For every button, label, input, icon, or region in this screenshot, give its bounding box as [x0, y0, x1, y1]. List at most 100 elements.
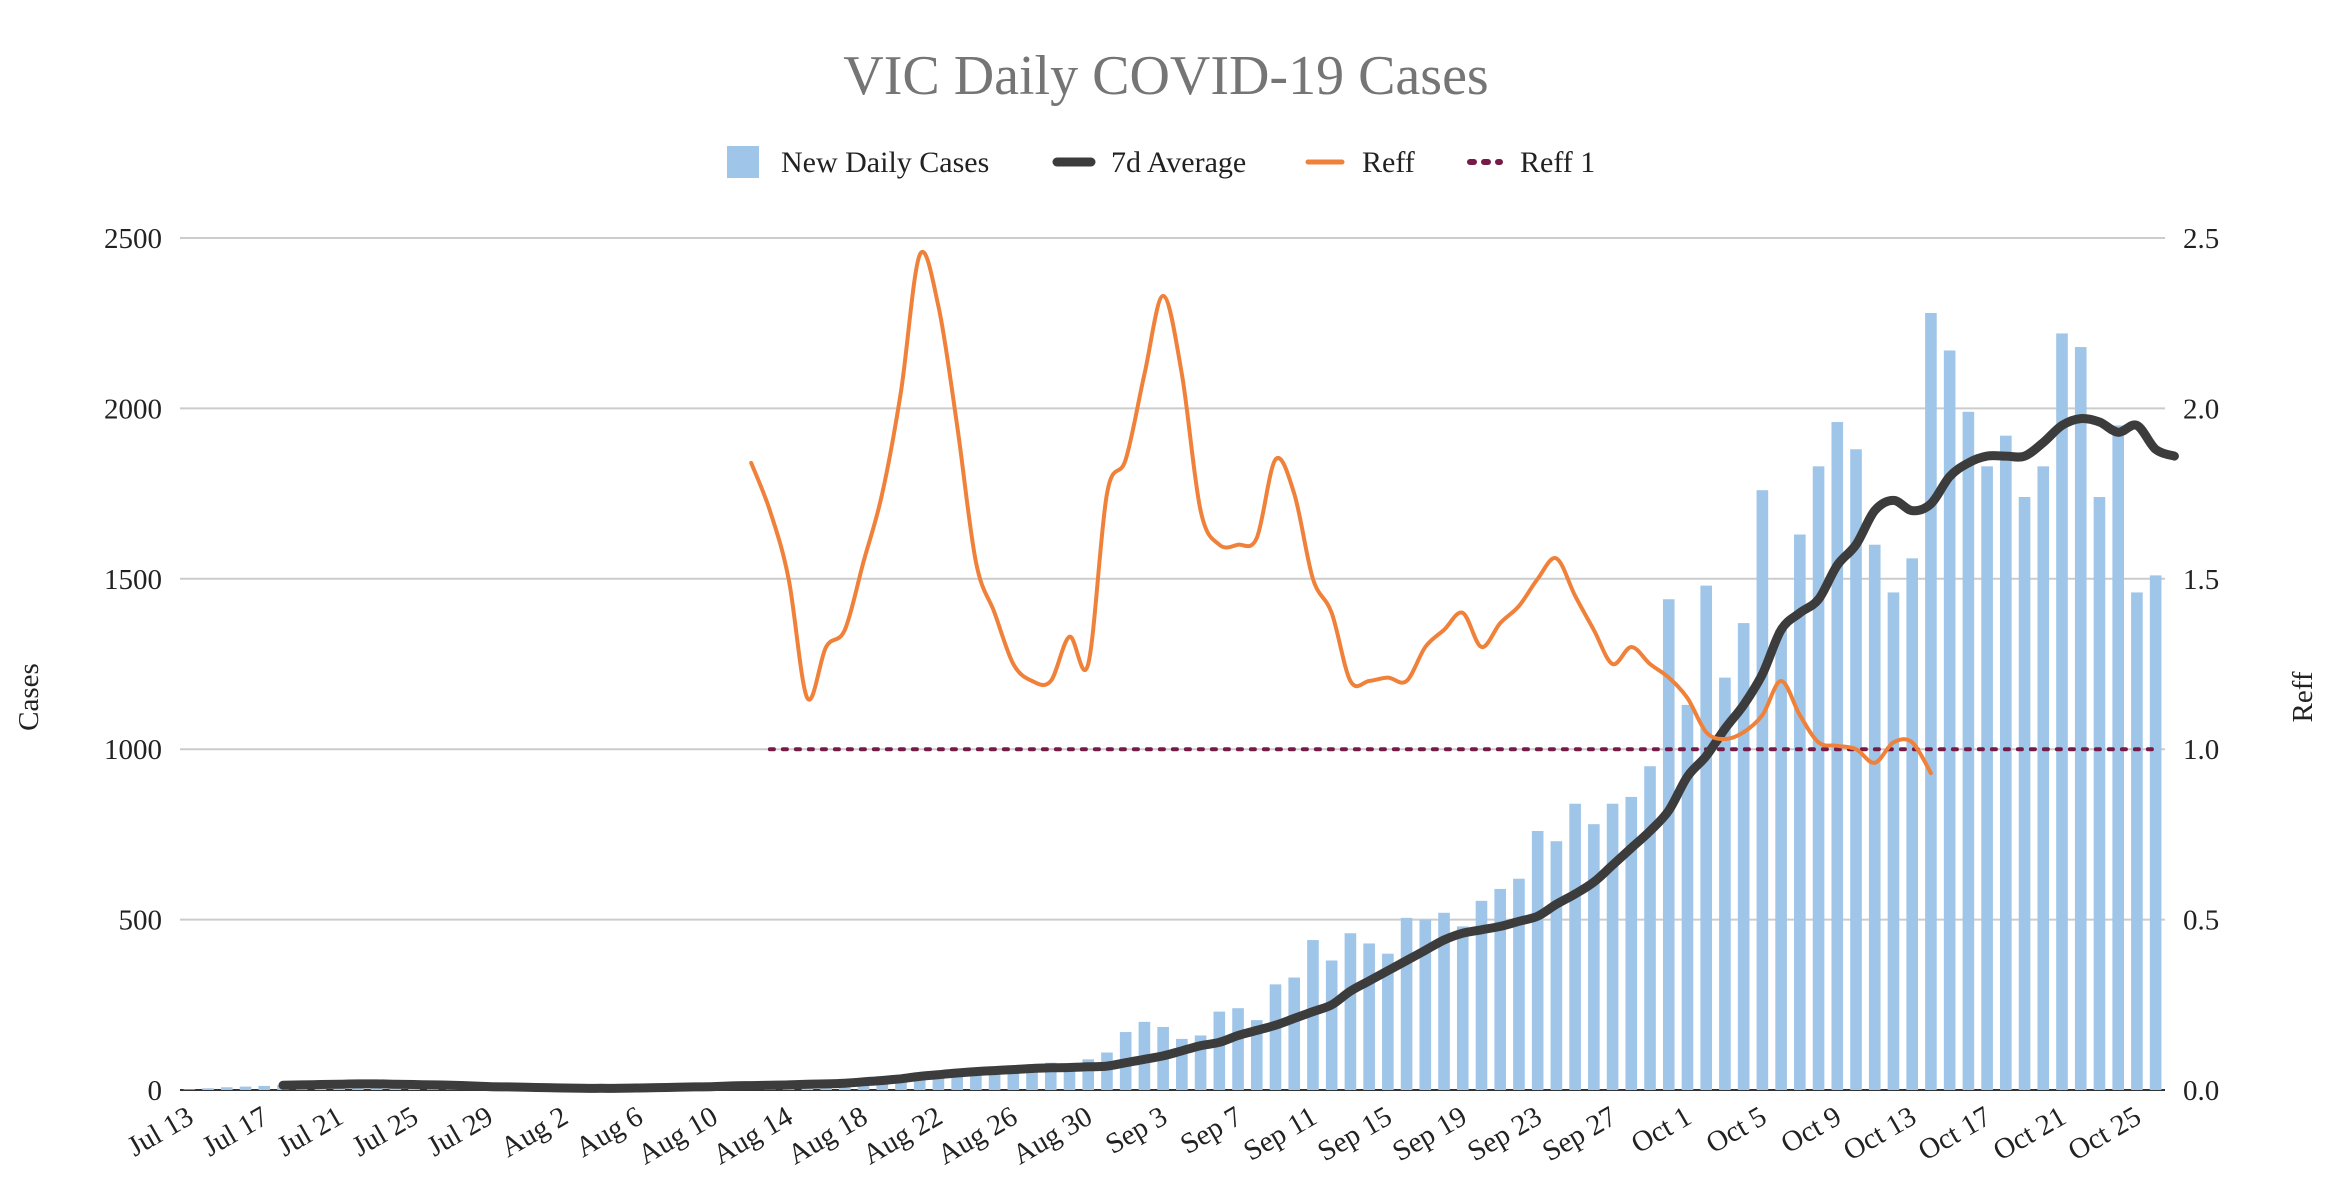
x-tick-label: Aug 18	[782, 1100, 873, 1171]
x-tick-label: Sep 23	[1462, 1100, 1547, 1168]
bar	[1213, 1011, 1226, 1090]
bar	[1513, 878, 1525, 1090]
legend-label: 7d Average	[1111, 146, 1246, 179]
y-left-tick-label: 2000	[104, 393, 162, 425]
bar	[1681, 704, 1694, 1090]
bars-new-daily-cases	[183, 312, 2162, 1091]
x-tick-label: Aug 30	[1007, 1100, 1098, 1171]
bar	[1775, 629, 1787, 1090]
bar	[1344, 933, 1357, 1090]
y-axis-right: 0.0 0.5 1.0 1.5 2.0 2.5	[2183, 223, 2219, 1107]
x-tick-label: Aug 26	[932, 1100, 1023, 1171]
bar	[1176, 1038, 1188, 1090]
x-tick-label: Oct 9	[1776, 1100, 1847, 1160]
bar	[1494, 888, 1507, 1090]
bar	[1363, 943, 1375, 1090]
bar	[1868, 544, 1881, 1090]
x-tick-label: Oct 25	[2063, 1100, 2147, 1167]
bar	[1194, 1035, 1207, 1090]
bar	[1812, 466, 1825, 1090]
bar	[932, 1072, 945, 1090]
x-tick-label: Oct 21	[1988, 1100, 2072, 1167]
gridlines	[180, 237, 2165, 1091]
chart-title: VIC Daily COVID-19 Cases	[843, 45, 1488, 107]
legend-swatch-new-daily-cases	[727, 146, 759, 178]
y-right-tick-label: 0.0	[2183, 1075, 2219, 1107]
x-tick-label: Jul 29	[422, 1100, 499, 1163]
bar	[2074, 347, 2087, 1090]
bar	[1644, 766, 1656, 1090]
bar	[2000, 435, 2012, 1090]
x-tick-label: Jul 13	[122, 1100, 199, 1163]
bar	[2018, 497, 2031, 1090]
lines-group	[278, 250, 2179, 1093]
y-axis-left: 0 500 1000 1500 2000 2500	[104, 223, 162, 1107]
y-right-tick-label: 0.5	[2183, 905, 2219, 937]
bar	[239, 1086, 252, 1090]
bar	[1588, 824, 1600, 1090]
bar	[1531, 830, 1544, 1090]
bar	[1007, 1066, 1020, 1090]
line-7d-average	[278, 414, 2179, 1093]
bar	[1101, 1052, 1113, 1090]
x-tick-label: Sep 7	[1175, 1100, 1248, 1160]
bar	[183, 1089, 196, 1090]
bar	[1419, 919, 1432, 1090]
y-axis-right-title: Reff	[2287, 671, 2319, 722]
bar	[1719, 677, 1731, 1090]
y-right-tick-label: 1.0	[2183, 734, 2219, 766]
bar	[1662, 599, 1675, 1090]
bar	[2056, 333, 2068, 1090]
y-left-tick-label: 2500	[104, 223, 162, 255]
x-tick-label: Oct 1	[1626, 1100, 1697, 1160]
bar	[2093, 497, 2106, 1090]
bar	[1925, 312, 1937, 1090]
bar	[1831, 422, 1844, 1091]
bar	[1943, 350, 1956, 1090]
x-tick-label: Sep 27	[1537, 1100, 1622, 1168]
x-tick-label: Sep 15	[1312, 1100, 1397, 1168]
bar	[1625, 796, 1638, 1090]
y-right-tick-label: 2.5	[2183, 223, 2219, 255]
y-axis-left-title: Cases	[13, 663, 45, 731]
bar	[1063, 1066, 1076, 1090]
bar	[1400, 917, 1413, 1090]
bar	[1026, 1064, 1038, 1090]
x-tick-label: Sep 19	[1387, 1100, 1472, 1168]
bar	[258, 1085, 271, 1090]
bar	[1438, 912, 1450, 1090]
x-tick-label: Aug 14	[707, 1100, 798, 1171]
x-tick-label: Aug 2	[495, 1100, 573, 1164]
legend: New Daily Cases 7d Average Reff Reff 1	[727, 146, 1595, 179]
x-tick-label: Oct 13	[1838, 1100, 1922, 1167]
bar	[2037, 466, 2050, 1090]
bar	[1700, 585, 1713, 1090]
bar	[2149, 575, 2162, 1090]
x-tick-label: Jul 25	[347, 1100, 424, 1163]
bar	[1887, 592, 1900, 1090]
bar	[988, 1067, 1001, 1090]
bar	[1569, 803, 1581, 1090]
bar	[951, 1071, 963, 1090]
y-left-tick-label: 1500	[104, 564, 162, 596]
y-right-tick-label: 1.5	[2183, 564, 2219, 596]
bar	[1232, 1008, 1244, 1090]
bar	[1382, 953, 1394, 1090]
bar	[1794, 534, 1806, 1090]
x-tick-label: Jul 21	[272, 1100, 349, 1163]
bar	[1288, 977, 1301, 1090]
x-tick-label: Sep 3	[1100, 1100, 1173, 1160]
x-tick-label: Aug 10	[633, 1100, 724, 1171]
bar	[1550, 841, 1563, 1090]
bar	[1082, 1059, 1095, 1090]
bar	[1475, 900, 1488, 1090]
y-right-tick-label: 2.0	[2183, 393, 2219, 425]
line-reff	[749, 250, 1933, 776]
legend-label: Reff	[1362, 146, 1415, 179]
bar	[1981, 466, 1993, 1090]
x-tick-label: Oct 5	[1701, 1100, 1772, 1160]
bar	[1906, 558, 1918, 1090]
bar	[1456, 926, 1469, 1090]
x-tick-label: Sep 11	[1238, 1100, 1322, 1167]
legend-label: New Daily Cases	[781, 146, 989, 179]
